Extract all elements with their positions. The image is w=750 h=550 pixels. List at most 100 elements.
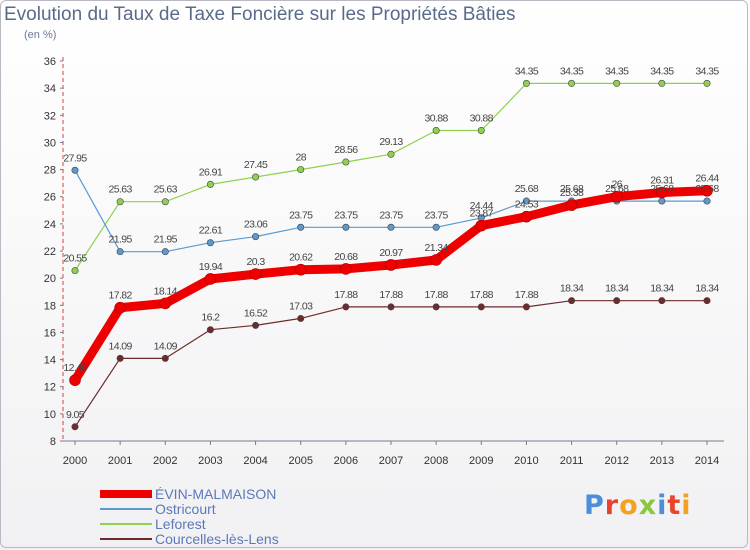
y-tick-label: 16 <box>44 327 56 339</box>
data-label: 24.44 <box>470 200 494 212</box>
data-point <box>477 303 485 311</box>
data-point <box>432 223 440 231</box>
data-point <box>565 199 578 211</box>
x-tick-label: 2006 <box>334 455 358 467</box>
data-point <box>613 297 621 305</box>
data-label: 23.06 <box>244 219 268 231</box>
data-label: 27.95 <box>63 152 87 164</box>
data-label: 34.35 <box>605 65 629 77</box>
data-point <box>116 248 124 256</box>
data-label: 17.88 <box>470 289 494 301</box>
x-tick-label: 2014 <box>695 455 719 467</box>
data-label: 25.68 <box>605 183 629 195</box>
data-label: 17.88 <box>379 289 403 301</box>
data-point <box>294 263 307 276</box>
data-point <box>387 303 395 311</box>
data-point <box>387 223 395 231</box>
data-point <box>252 321 260 329</box>
data-label: 12.48 <box>63 362 87 374</box>
data-label: 25.68 <box>650 183 674 195</box>
x-tick-label: 2011 <box>560 455 584 467</box>
data-label: 16.52 <box>244 307 268 319</box>
data-point <box>249 268 262 280</box>
proxiti-logo: Proxiti <box>584 490 692 521</box>
data-label: 9.05 <box>66 409 85 421</box>
data-label: 23.75 <box>289 209 313 221</box>
data-point <box>297 314 305 322</box>
data-label: 20.68 <box>334 251 358 263</box>
data-label: 17.88 <box>425 289 449 301</box>
data-point <box>342 223 350 231</box>
data-label: 23.75 <box>334 209 358 221</box>
data-point <box>297 223 305 231</box>
data-point <box>342 303 350 311</box>
y-tick-label: 28 <box>44 165 56 177</box>
data-point <box>610 190 623 203</box>
data-label: 34.35 <box>695 65 719 77</box>
data-label: 28.56 <box>334 144 358 156</box>
data-label: 21.95 <box>154 234 178 246</box>
legend-label: ÉVIN-MALMAISON <box>155 486 276 502</box>
x-tick-label: 2003 <box>198 455 222 467</box>
data-label: 17.88 <box>515 289 539 301</box>
data-point <box>568 79 576 87</box>
data-point <box>658 297 666 305</box>
data-point <box>71 423 79 431</box>
data-point <box>204 273 217 285</box>
data-point <box>522 303 530 311</box>
data-label: 18.34 <box>695 283 719 295</box>
data-label: 29.13 <box>379 136 403 148</box>
data-point <box>387 150 395 158</box>
y-tick-label: 22 <box>44 246 56 258</box>
data-label: 20.97 <box>379 247 403 259</box>
data-label: 27.45 <box>244 159 268 171</box>
data-label: 16.2 <box>201 312 220 324</box>
data-point <box>430 254 442 266</box>
x-tick-label: 2010 <box>514 455 538 467</box>
y-tick-label: 32 <box>44 110 56 122</box>
series-3 <box>71 79 711 275</box>
x-tick-label: 2012 <box>604 455 628 467</box>
data-point <box>206 326 214 334</box>
data-point <box>477 126 485 134</box>
data-label: 25.68 <box>560 183 584 195</box>
data-label: 21.34 <box>425 242 449 254</box>
data-label: 23.87 <box>470 208 494 220</box>
data-point <box>658 197 666 205</box>
legend-label: Courcelles-lès-Lens <box>155 531 279 547</box>
data-label: 34.35 <box>560 65 584 77</box>
data-label: 18.14 <box>154 285 178 297</box>
y-tick-label: 10 <box>44 409 56 421</box>
data-label: 14.09 <box>154 340 178 352</box>
data-label: 34.35 <box>515 65 539 77</box>
y-tick-label: 20 <box>44 273 56 285</box>
x-tick-label: 2007 <box>379 455 403 467</box>
data-point <box>568 297 576 305</box>
data-label: 18.34 <box>560 283 584 295</box>
y-axis-unit: (en %) <box>24 29 57 41</box>
data-point <box>522 197 530 205</box>
data-point <box>520 210 533 223</box>
data-label: 25.68 <box>515 183 539 195</box>
data-point <box>71 267 79 275</box>
data-label: 23.75 <box>425 209 449 221</box>
data-point <box>432 126 440 134</box>
chart-title: Evolution du Taux de Taxe Foncière sur l… <box>4 4 516 25</box>
y-tick-label: 36 <box>44 56 56 68</box>
data-point <box>252 233 260 241</box>
data-label: 30.88 <box>425 112 449 124</box>
y-tick-label: 26 <box>44 192 56 204</box>
x-tick-label: 2002 <box>153 455 177 467</box>
data-point <box>116 198 124 206</box>
y-tick-label: 14 <box>44 355 56 367</box>
data-point <box>161 248 169 256</box>
data-point <box>116 354 124 362</box>
data-label: 26.44 <box>695 173 719 185</box>
data-label: 30.88 <box>470 112 494 124</box>
x-tick-label: 2009 <box>469 455 493 467</box>
series-1 <box>69 184 713 387</box>
data-point <box>432 303 440 311</box>
data-point <box>206 180 214 188</box>
y-tick-label: 34 <box>44 83 56 95</box>
